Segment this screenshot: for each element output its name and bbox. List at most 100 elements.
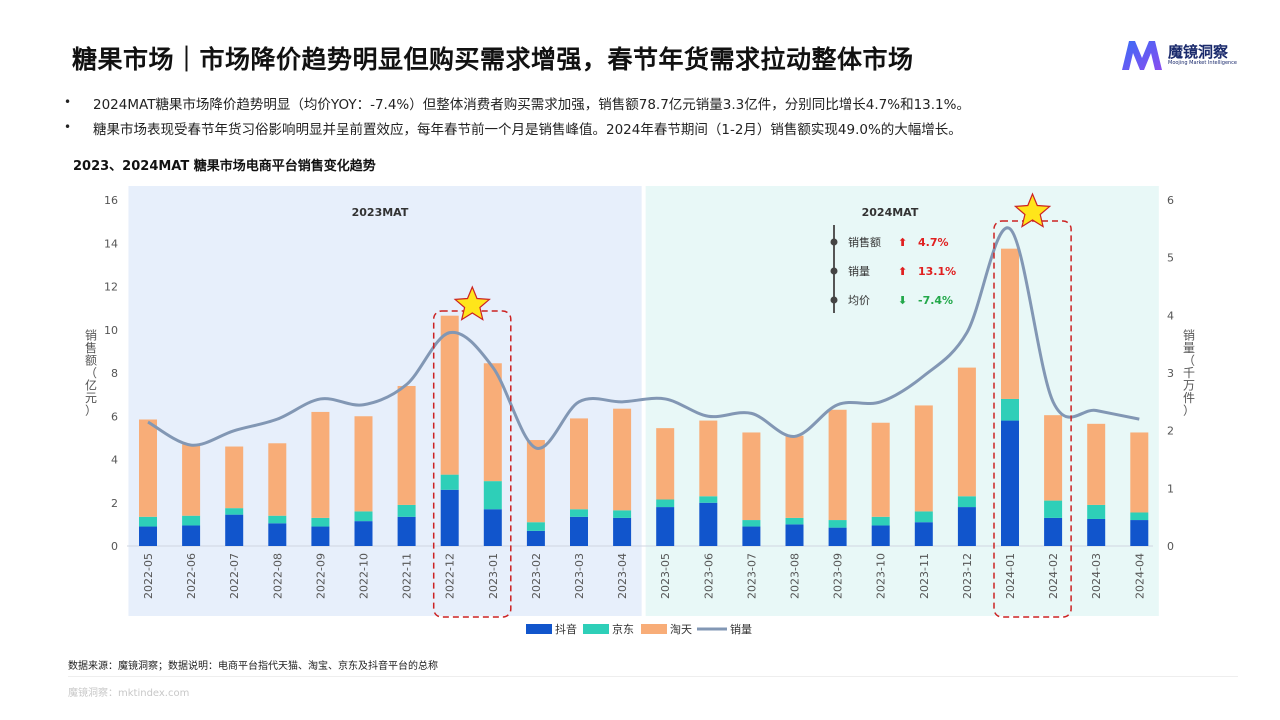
bar-segment [656, 507, 675, 546]
y-tick-label: 14 [104, 237, 118, 250]
legend-label: 抖音 [555, 622, 577, 636]
bar-segment [742, 526, 761, 546]
axis-title-char: 销 [1183, 328, 1195, 342]
legend-swatch [526, 624, 552, 634]
bar-segment [570, 516, 588, 546]
bar-segment [354, 521, 373, 546]
bar-segment [354, 511, 373, 522]
bar-segment [785, 517, 804, 525]
y-right-tick-label: 5 [1167, 252, 1174, 265]
logo-mark-icon [1122, 41, 1162, 70]
bar-segment [1130, 520, 1149, 546]
bar-segment [914, 511, 933, 523]
bar-segment [1044, 500, 1063, 518]
bar-segment [1130, 512, 1149, 521]
bullet-text: 2024MAT糖果市场降价趋势明显（均价YOY：-7.4%）但整体消费者购买需求… [93, 97, 970, 113]
axis-title-char: 额 [85, 353, 97, 367]
bar-segment [1087, 518, 1106, 546]
volume-line [147, 226, 1140, 450]
arrow-up-icon: ⬆ [898, 265, 907, 278]
data-source-note: 数据来源：魔镜洞察；数据说明：电商平台指代天猫、淘宝、京东及抖音平台的总称 [68, 661, 438, 672]
period-background [128, 186, 642, 616]
y-tick-label: 12 [104, 281, 118, 294]
x-tick-label: 2022-12 [444, 553, 457, 599]
x-tick-label: 2022-08 [271, 553, 284, 599]
x-tick-label: 2023-04 [616, 553, 629, 599]
bar-segment [311, 526, 330, 546]
bar-segment [526, 440, 545, 523]
bar-segment [182, 525, 201, 546]
stats-value: 4.7% [918, 236, 949, 249]
bar-segment [828, 520, 847, 528]
y-right-tick-label: 0 [1167, 540, 1174, 553]
footer-divider [68, 676, 1238, 677]
y-tick-label: 0 [111, 540, 118, 553]
bar-segment [526, 522, 545, 531]
bar-segment [526, 530, 545, 546]
y-tick-label: 6 [111, 410, 118, 423]
legend-swatch [641, 624, 667, 634]
bar-segment [914, 405, 933, 512]
x-tick-label: 2024-04 [1133, 553, 1146, 599]
x-tick-label: 2023-02 [530, 553, 543, 599]
legend-swatch [583, 624, 609, 634]
bar-segment [483, 509, 502, 546]
stats-label: 销量 [848, 264, 870, 278]
axis-title-char: ） [1183, 403, 1195, 417]
bar-segment [139, 516, 157, 527]
stats-label: 均价 [848, 294, 870, 307]
x-tick-label: 2023-06 [702, 553, 715, 599]
axis-title-char: 量 [1183, 341, 1195, 355]
star-icon [453, 285, 491, 321]
brand-logo: 魔镜洞察 Moojing Market Intelligence [1120, 38, 1237, 72]
footer-url: 魔镜洞察：mktindex.com [68, 688, 190, 699]
bar-segment [139, 526, 157, 546]
y-tick-label: 8 [111, 367, 118, 380]
x-tick-label: 2023-10 [875, 553, 888, 599]
bullet-item: • 2024MAT糖果市场降价趋势明显（均价YOY：-7.4%）但整体消费者购买… [64, 93, 970, 118]
x-tick-label: 2022-05 [142, 553, 155, 599]
y-tick-label: 2 [111, 497, 118, 510]
bar-segment [1001, 420, 1019, 546]
stats-dot-icon [830, 238, 838, 246]
bar-segment [785, 524, 804, 546]
y-right-tick-label: 4 [1167, 309, 1174, 322]
x-tick-label: 2022-10 [358, 553, 371, 599]
x-tick-label: 2023-11 [918, 553, 931, 599]
bar-segment [613, 408, 632, 511]
bar-segment [182, 515, 201, 526]
chart-title: 2023、2024MAT 糖果市场电商平台销售变化趋势 [73, 159, 376, 174]
legend-label: 销量 [730, 622, 752, 636]
bullet-dot-icon: • [64, 120, 72, 134]
stats-value: -7.4% [918, 294, 953, 307]
bar-segment [182, 444, 201, 516]
period-label: 2024MAT [862, 206, 919, 219]
bar-segment [742, 520, 761, 527]
axis-title-char: 千 [1183, 366, 1195, 380]
bar-segment [1044, 517, 1063, 546]
bar-segment [1087, 423, 1106, 505]
period-label: 2023MAT [352, 206, 409, 219]
bar-segment [311, 411, 330, 518]
bar-segment [311, 517, 330, 527]
x-tick-label: 2022-11 [401, 553, 414, 599]
bar-segment [871, 422, 890, 517]
bar-segment [225, 446, 244, 509]
bar-segment [1087, 504, 1106, 519]
y-tick-label: 16 [104, 194, 118, 207]
stats-label: 销售额 [848, 235, 881, 249]
highlight-box [993, 220, 1072, 618]
y-right-tick-label: 2 [1167, 425, 1174, 438]
x-tick-label: 2023-05 [659, 553, 672, 599]
bar-segment [699, 420, 718, 497]
bar-segment [699, 496, 718, 503]
y-right-tick-label: 1 [1167, 482, 1174, 495]
bar-segment [914, 522, 933, 546]
bar-segment [268, 523, 287, 546]
x-tick-label: 2024-03 [1090, 553, 1103, 599]
bar-segment [613, 510, 632, 518]
axis-title-char: 亿 [85, 377, 97, 392]
bar-segment [957, 367, 976, 497]
bar-segment [397, 504, 416, 517]
bar-segment [268, 443, 287, 516]
